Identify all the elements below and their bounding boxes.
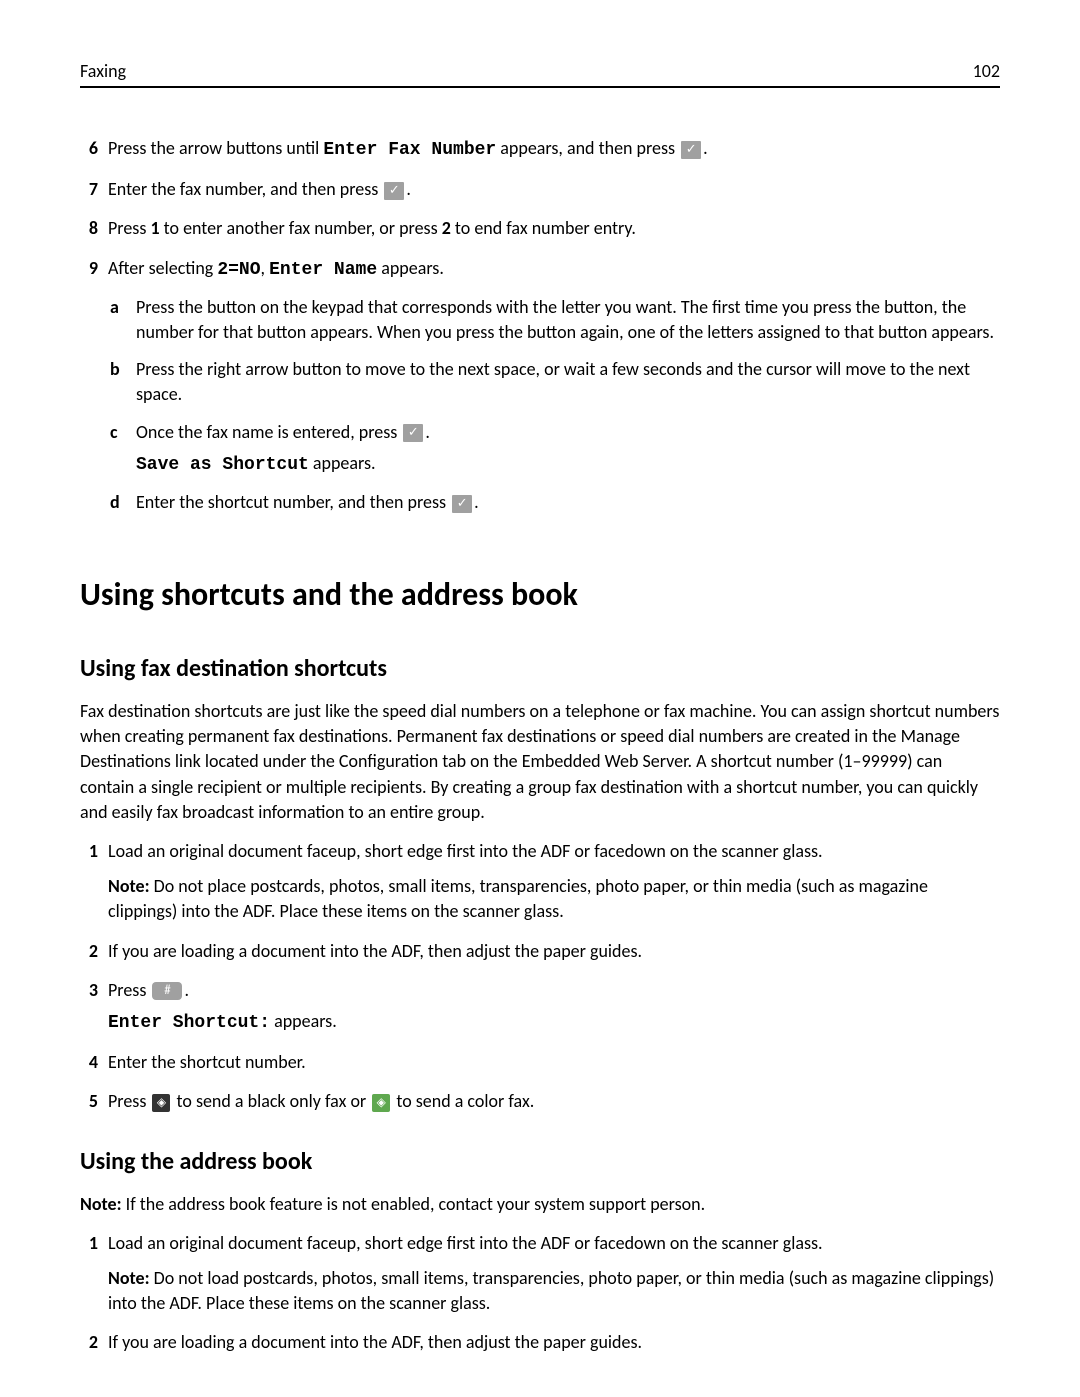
heading-2-shortcuts: Using fax destination shortcuts (80, 654, 1000, 683)
step-9: 9 After selecting 2=NO, Enter Name appea… (80, 256, 1000, 528)
section1-intro: Fax destination shortcuts are just like … (80, 699, 1000, 825)
step-7: 7 Enter the fax number, and then press ✓… (80, 177, 1000, 202)
note-label: Note: (108, 1267, 150, 1289)
step-number: 8 (80, 216, 108, 241)
note-block: Note: Do not place postcards, photos, sm… (108, 874, 1000, 924)
s2-step-1: 1 Load an original document faceup, shor… (80, 1231, 1000, 1317)
s1-step-2: 2 If you are loading a document into the… (80, 939, 1000, 964)
check-icon: ✓ (681, 141, 701, 159)
check-icon: ✓ (452, 495, 472, 513)
s1-step-1: 1 Load an original document faceup, shor… (80, 839, 1000, 925)
step-content: Load an original document faceup, short … (108, 1231, 1000, 1317)
header-page-number: 102 (973, 60, 1000, 82)
step-content: If you are loading a document into the A… (108, 1330, 1000, 1355)
hash-icon: # (152, 982, 182, 1000)
step-content: Load an original document faceup, short … (108, 839, 1000, 925)
s1-step-4: 4 Enter the shortcut number. (80, 1050, 1000, 1075)
section2-steps: 1 Load an original document faceup, shor… (80, 1231, 1000, 1356)
s1-step-5: 5 Press ◈ to send a black only fax or ◈ … (80, 1089, 1000, 1114)
substep-d: d Enter the shortcut number, and then pr… (108, 490, 1000, 515)
step-content: Press 1 to enter another fax number, or … (108, 216, 1000, 241)
step-content: Enter the fax number, and then press ✓. (108, 177, 1000, 202)
substep-letter: b (108, 357, 136, 407)
header-section: Faxing (80, 60, 126, 82)
step-number: 1 (80, 1231, 108, 1317)
diamond-black-icon: ◈ (152, 1094, 170, 1112)
substep-content: Press the button on the keypad that corr… (136, 295, 1000, 345)
step-content: Enter the shortcut number. (108, 1050, 1000, 1075)
step-extra-line: Enter Shortcut: appears. (108, 1009, 1000, 1036)
check-icon: ✓ (384, 182, 404, 200)
substep-letter: d (108, 490, 136, 515)
heading-1: Using shortcuts and the address book (80, 575, 1000, 614)
step-content: Press ◈ to send a black only fax or ◈ to… (108, 1089, 1000, 1114)
step-number: 5 (80, 1089, 108, 1114)
step-content: Press #. Enter Shortcut: appears. (108, 978, 1000, 1036)
s1-step-3: 3 Press #. Enter Shortcut: appears. (80, 978, 1000, 1036)
step-number: 1 (80, 839, 108, 925)
substep-content: Enter the shortcut number, and then pres… (136, 490, 1000, 515)
step-number: 9 (80, 256, 108, 528)
section1-steps: 1 Load an original document faceup, shor… (80, 839, 1000, 1115)
step-content: If you are loading a document into the A… (108, 939, 1000, 964)
substep-letter: c (108, 420, 136, 478)
substep-extra-line: Save as Shortcut appears. (136, 451, 1000, 478)
step-number: 3 (80, 978, 108, 1036)
substep-c: c Once the fax name is entered, press ✓.… (108, 420, 1000, 478)
step-8: 8 Press 1 to enter another fax number, o… (80, 216, 1000, 241)
substep-content: Once the fax name is entered, press ✓. S… (136, 420, 1000, 478)
step-number: 4 (80, 1050, 108, 1075)
substep-letter: a (108, 295, 136, 345)
step-6: 6 Press the arrow buttons until Enter Fa… (80, 136, 1000, 163)
step-number: 7 (80, 177, 108, 202)
substep-content: Press the right arrow button to move to … (136, 357, 1000, 407)
step-number: 2 (80, 1330, 108, 1355)
step-number: 2 (80, 939, 108, 964)
diamond-green-icon: ◈ (372, 1094, 390, 1112)
heading-2-addressbook: Using the address book (80, 1147, 1000, 1176)
section2-note: Note: If the address book feature is not… (80, 1192, 1000, 1217)
step-content: After selecting 2=NO, Enter Name appears… (108, 256, 1000, 528)
note-label: Note: (80, 1193, 122, 1215)
s2-step-2: 2 If you are loading a document into the… (80, 1330, 1000, 1355)
substep-a: a Press the button on the keypad that co… (108, 295, 1000, 345)
top-steps-list: 6 Press the arrow buttons until Enter Fa… (80, 136, 1000, 527)
check-icon: ✓ (403, 424, 423, 442)
sub-steps-list: a Press the button on the keypad that co… (108, 295, 1000, 515)
note-block: Note: Do not load postcards, photos, sma… (108, 1266, 1000, 1316)
step-number: 6 (80, 136, 108, 163)
substep-b: b Press the right arrow button to move t… (108, 357, 1000, 407)
step-content: Press the arrow buttons until Enter Fax … (108, 136, 1000, 163)
note-label: Note: (108, 875, 150, 897)
page-header: Faxing 102 (80, 60, 1000, 88)
